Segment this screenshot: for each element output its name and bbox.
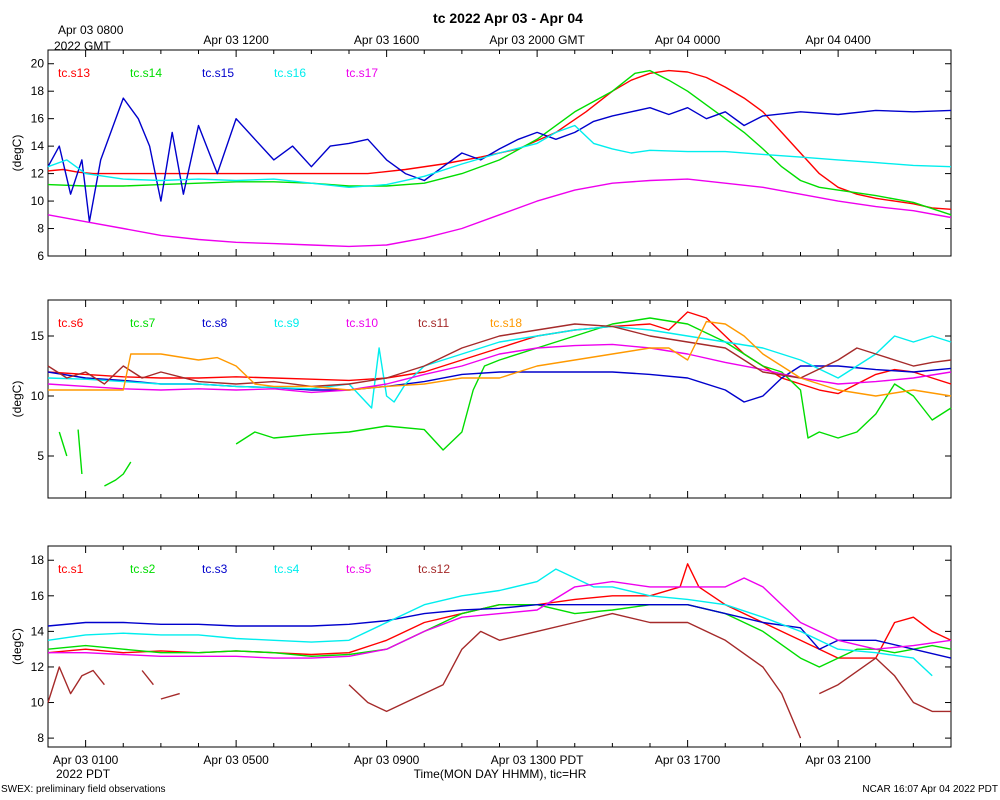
legend-tc-s1: tc.s1	[58, 562, 84, 576]
footer-right: NCAR 16:07 Apr 04 2022 PDT	[862, 784, 998, 795]
series-line-tc-s4	[47, 568, 933, 677]
y-tick-label: 6	[37, 249, 44, 263]
bottom-axis-label: Apr 03 1300 PDT	[491, 753, 584, 767]
y-tick-label: 14	[31, 139, 45, 153]
y-tick-label: 18	[31, 553, 45, 567]
series-line-tc-s10	[47, 343, 952, 394]
legend-tc-s3: tc.s3	[202, 562, 228, 576]
series-line-tc-s12	[47, 612, 951, 739]
bottom-axis-labels: Apr 03 0100 Apr 03 0500 Apr 03 0900 Apr 03 …	[53, 753, 871, 767]
legend-tc-s6: tc.s6	[58, 316, 84, 330]
y-tick-label: 12	[31, 660, 45, 674]
y-axis-label: (degC)	[10, 381, 24, 418]
y-tick-label: 14	[31, 624, 45, 638]
x-axis-title: Time(MON DAY HHMM), tic=HR	[414, 767, 587, 781]
legend-tc-s18: tc.s18	[490, 316, 522, 330]
y-tick-label: 12	[31, 167, 45, 181]
series-line-tc-s7	[58, 317, 952, 487]
top-axis-label: Apr 03 1200	[203, 33, 269, 47]
footer-left: SWEX: preliminary field observations	[1, 784, 166, 795]
legend-tc-s7: tc.s7	[130, 316, 156, 330]
series-line-tc-s5	[48, 577, 952, 659]
y-tick-label: 18	[31, 84, 45, 98]
bottom-axis-label: Apr 03 0900	[354, 753, 420, 767]
legend-tc-s9: tc.s9	[274, 316, 300, 330]
y-tick-label: 20	[31, 57, 45, 71]
legend-tc-s11: tc.s11	[418, 316, 449, 330]
top-axis-label: Apr 04 0000	[655, 33, 721, 47]
bottom-axis-label: Apr 03 2100	[805, 753, 871, 767]
legend-tc-s15: tc.s15	[202, 66, 234, 80]
legend-tc-s14: tc.s14	[130, 66, 162, 80]
chart-title: tc 2022 Apr 03 - Apr 04	[433, 10, 583, 26]
series-line-tc-s16	[47, 124, 952, 188]
legend-tc-s12: tc.s12	[418, 562, 450, 576]
panel-frame	[47, 545, 952, 748]
top-axis-tz-line1: Apr 03 0800	[58, 23, 124, 37]
top-axis-label: Apr 03 2000 GMT	[489, 33, 585, 47]
y-tick-label: 8	[37, 222, 44, 236]
bottom-axis-label: Apr 03 0100	[53, 753, 119, 767]
panel-middle: 5 10 15 (degC) tc.s6 tc.s7 tc.s8 tc.s9 tc.s10 tc.…	[10, 299, 952, 499]
series-line-tc-s2	[47, 604, 952, 668]
y-tick-label: 15	[31, 329, 45, 343]
series-line-tc-s9	[47, 325, 952, 409]
y-tick-label: 8	[37, 731, 44, 745]
legend-tc-s16: tc.s16	[274, 66, 306, 80]
y-axis-label: (degC)	[10, 135, 24, 172]
legend-tc-s8: tc.s8	[202, 316, 228, 330]
legend-tc-s13: tc.s13	[58, 66, 90, 80]
y-tick-label: 10	[31, 389, 45, 403]
y-tick-label: 16	[31, 112, 45, 126]
y-tick-label: 16	[31, 589, 45, 603]
y-axis-label: (degC)	[10, 628, 24, 665]
series-line-tc-s13	[47, 69, 952, 210]
bottom-axis-tz-label: 2022 PDT	[56, 767, 111, 781]
legend-tc-s4: tc.s4	[274, 562, 300, 576]
panel-top: 6 8 10 12 14 16 18 20 (degC) tc.s13 tc.s14 tc.s15 tc…	[10, 49, 952, 263]
series-line-tc-s18	[48, 320, 952, 397]
panel-bottom: 8 10 12 14 16 18 (degC) tc.s1 tc.s2 tc.s3 tc.s4 tc.…	[10, 545, 952, 748]
top-axis-labels: Apr 03 1200 Apr 03 1600 Apr 03 2000 GMT Apr…	[203, 33, 871, 47]
y-tick-label: 10	[31, 194, 45, 208]
series-line-tc-s17	[47, 178, 952, 248]
y-tick-label: 10	[31, 696, 45, 710]
legend-tc-s10: tc.s10	[346, 316, 378, 330]
top-axis-label: Apr 04 0400	[805, 33, 871, 47]
bottom-axis-label: Apr 03 1700	[655, 753, 721, 767]
series-line-tc-s15	[47, 97, 952, 223]
legend-tc-s17: tc.s17	[346, 66, 378, 80]
series-line-tc-s14	[47, 69, 952, 216]
bottom-axis-label: Apr 03 0500	[203, 753, 269, 767]
top-axis-tz-line2: 2022 GMT	[54, 39, 111, 53]
series-line-tc-s3	[47, 604, 952, 659]
legend-tc-s2: tc.s2	[130, 562, 156, 576]
series-line-tc-s11	[47, 323, 952, 388]
top-axis-label: Apr 03 1600	[354, 33, 420, 47]
y-tick-label: 5	[37, 449, 44, 463]
legend-tc-s5: tc.s5	[346, 562, 372, 576]
